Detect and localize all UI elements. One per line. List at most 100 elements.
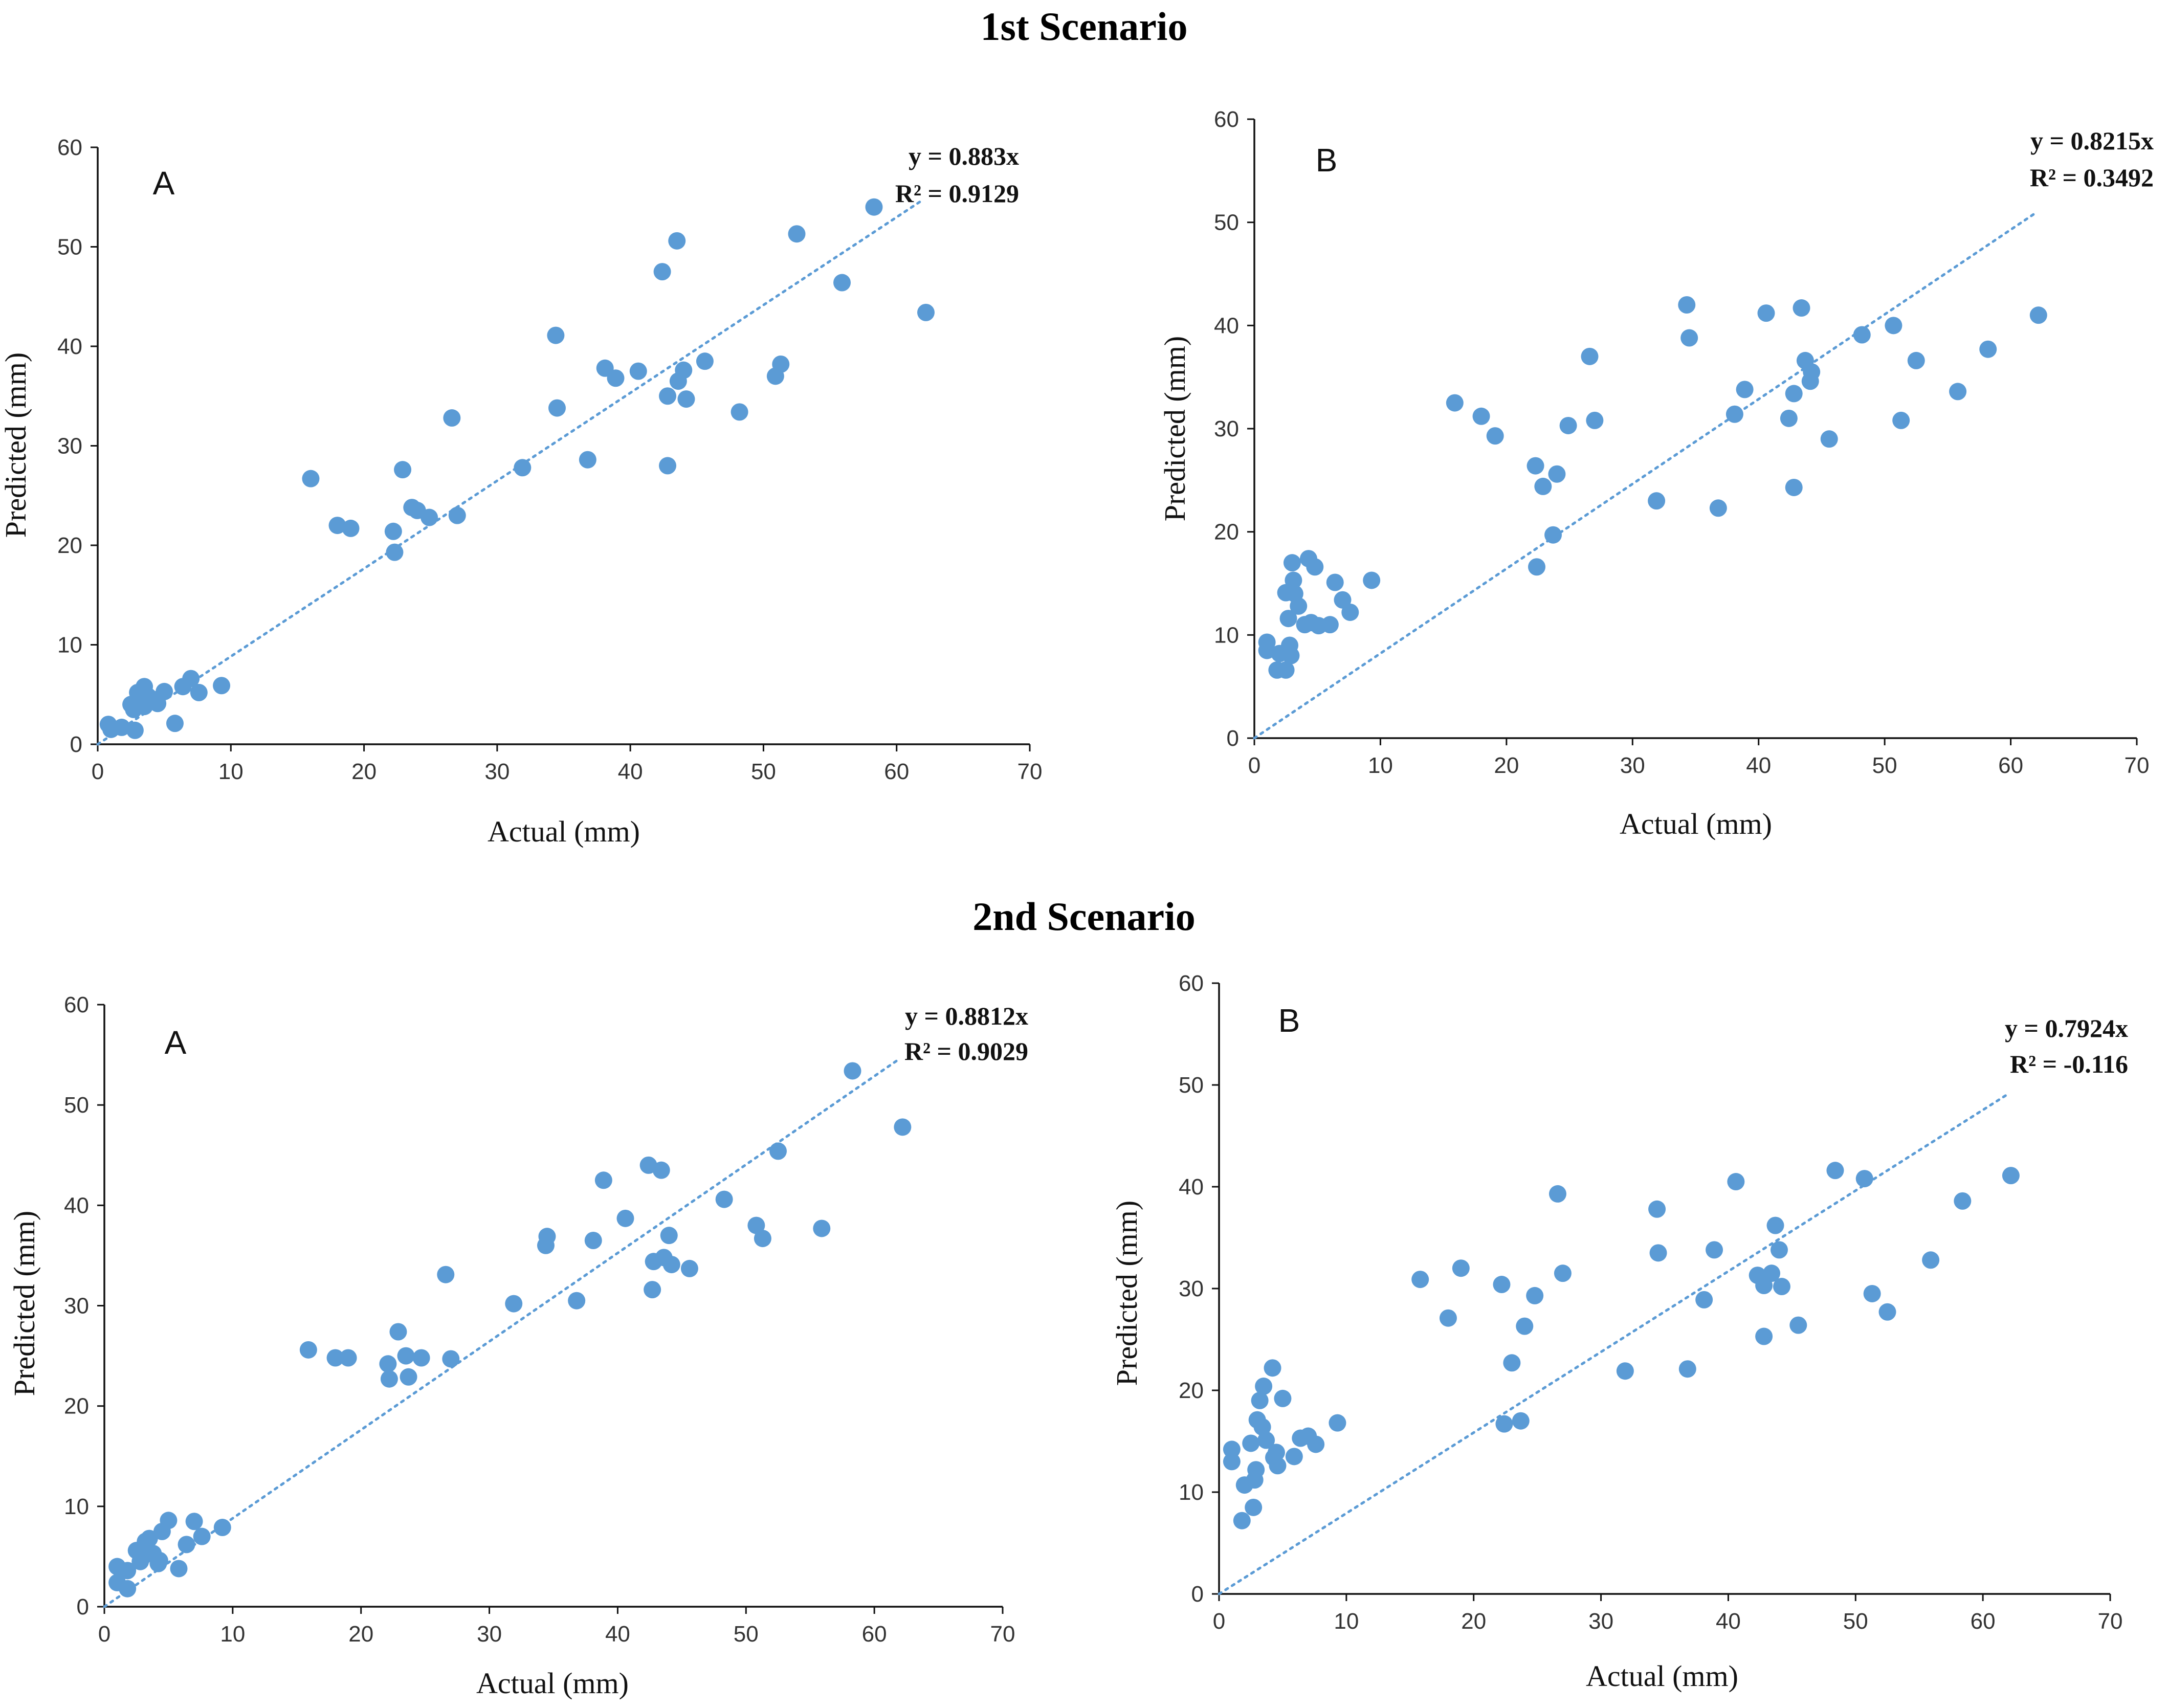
data-point — [1678, 296, 1696, 314]
data-point — [616, 1209, 634, 1227]
data-point — [185, 1513, 203, 1530]
data-point — [1755, 1327, 1773, 1345]
data-point — [1863, 1284, 1881, 1302]
data-point — [339, 1349, 357, 1367]
x-axis-title: Actual (mm) — [488, 815, 640, 848]
y-tick-label: 40 — [1179, 1174, 1204, 1200]
trendline — [1218, 1092, 2010, 1595]
data-point — [894, 1118, 912, 1136]
y-tick-label: 10 — [64, 1494, 89, 1519]
x-tick-label: 0 — [98, 1622, 110, 1647]
data-point — [1251, 1391, 1269, 1409]
data-point — [1780, 409, 1798, 427]
x-tick-label: 60 — [1998, 753, 2023, 778]
data-point — [1486, 427, 1504, 445]
data-point — [1516, 1317, 1534, 1335]
data-point — [769, 1142, 787, 1160]
data-point — [788, 225, 806, 243]
r-squared-label: R² = 0.9029 — [904, 1037, 1028, 1066]
data-point — [442, 1350, 460, 1368]
data-point — [1793, 299, 1810, 317]
data-point — [1678, 1360, 1696, 1378]
data-point — [731, 403, 748, 421]
x-tick-label: 20 — [1494, 753, 1519, 778]
data-point — [1512, 1412, 1530, 1430]
data-point — [1907, 351, 1925, 369]
data-point — [1269, 1457, 1287, 1475]
trendline-equation: y = 0.8812x — [905, 1002, 1028, 1030]
data-point — [754, 1230, 771, 1248]
data-point — [2029, 306, 2047, 324]
data-point — [1242, 1434, 1260, 1452]
x-tick-label: 20 — [1461, 1609, 1486, 1634]
data-point — [865, 198, 883, 216]
x-tick-label: 70 — [2098, 1609, 2123, 1634]
data-point — [1411, 1271, 1429, 1289]
data-point — [1247, 1461, 1265, 1479]
y-axis-title: Predicted (mm) — [1110, 1201, 1143, 1386]
data-point — [1452, 1259, 1470, 1277]
data-point — [660, 1227, 678, 1245]
data-point — [1223, 1453, 1241, 1471]
data-point — [302, 470, 320, 487]
data-point — [668, 232, 686, 250]
data-point — [1341, 603, 1359, 621]
y-tick-label: 10 — [57, 633, 82, 658]
x-tick-label: 50 — [1843, 1609, 1868, 1634]
trendline — [96, 198, 925, 746]
y-tick-label: 40 — [57, 334, 82, 359]
panel-letter: A — [165, 1024, 187, 1061]
y-axis-title: Predicted (mm) — [0, 352, 32, 538]
y-axis-title: Predicted (mm) — [8, 1211, 41, 1396]
data-point — [1763, 1265, 1781, 1282]
data-point — [170, 1560, 188, 1578]
data-point — [1283, 554, 1301, 572]
y-tick-label: 0 — [77, 1594, 89, 1620]
data-point — [448, 506, 466, 524]
data-point — [1885, 317, 1902, 335]
y-tick-label: 60 — [64, 992, 89, 1017]
y-tick-label: 20 — [1179, 1378, 1204, 1403]
data-point — [568, 1292, 586, 1310]
data-point — [1954, 1192, 1972, 1210]
x-tick-label: 10 — [220, 1622, 245, 1647]
data-point — [1282, 647, 1300, 664]
data-point — [1264, 1359, 1281, 1377]
scenario-1-title: 1st Scenario — [980, 4, 1187, 49]
data-point — [400, 1368, 417, 1386]
x-tick-label: 50 — [1872, 753, 1897, 778]
data-point — [1495, 1415, 1513, 1433]
x-tick-label: 40 — [605, 1622, 630, 1647]
x-tick-label: 10 — [1368, 753, 1393, 778]
x-tick-label: 30 — [1588, 1609, 1613, 1634]
x-tick-label: 0 — [92, 759, 104, 784]
x-tick-label: 10 — [218, 759, 244, 784]
data-point — [1326, 573, 1344, 591]
data-point — [1503, 1354, 1521, 1372]
x-tick-label: 40 — [1716, 1609, 1741, 1634]
data-point — [119, 1580, 137, 1598]
data-point — [1648, 1200, 1666, 1218]
data-point — [653, 263, 671, 281]
data-point — [1680, 329, 1698, 347]
x-tick-label: 70 — [990, 1622, 1015, 1647]
data-point — [182, 670, 200, 687]
data-point — [1855, 1170, 1873, 1188]
data-point — [844, 1062, 861, 1080]
data-point — [1223, 1440, 1241, 1458]
x-tick-label: 20 — [348, 1622, 373, 1647]
y-tick-label: 40 — [64, 1193, 89, 1218]
data-point — [1878, 1303, 1896, 1321]
data-point — [1548, 465, 1566, 483]
y-axis-title: Predicted (mm) — [1158, 336, 1191, 521]
data-point — [547, 326, 565, 344]
data-point — [1526, 1286, 1544, 1304]
data-point — [1257, 1431, 1275, 1449]
data-point — [1736, 381, 1754, 398]
x-tick-label: 0 — [1213, 1609, 1225, 1634]
y-tick-label: 10 — [1179, 1480, 1204, 1505]
data-point — [1472, 407, 1490, 425]
data-point — [140, 1529, 158, 1547]
x-tick-label: 60 — [1971, 1609, 1996, 1634]
data-point — [1534, 477, 1552, 495]
